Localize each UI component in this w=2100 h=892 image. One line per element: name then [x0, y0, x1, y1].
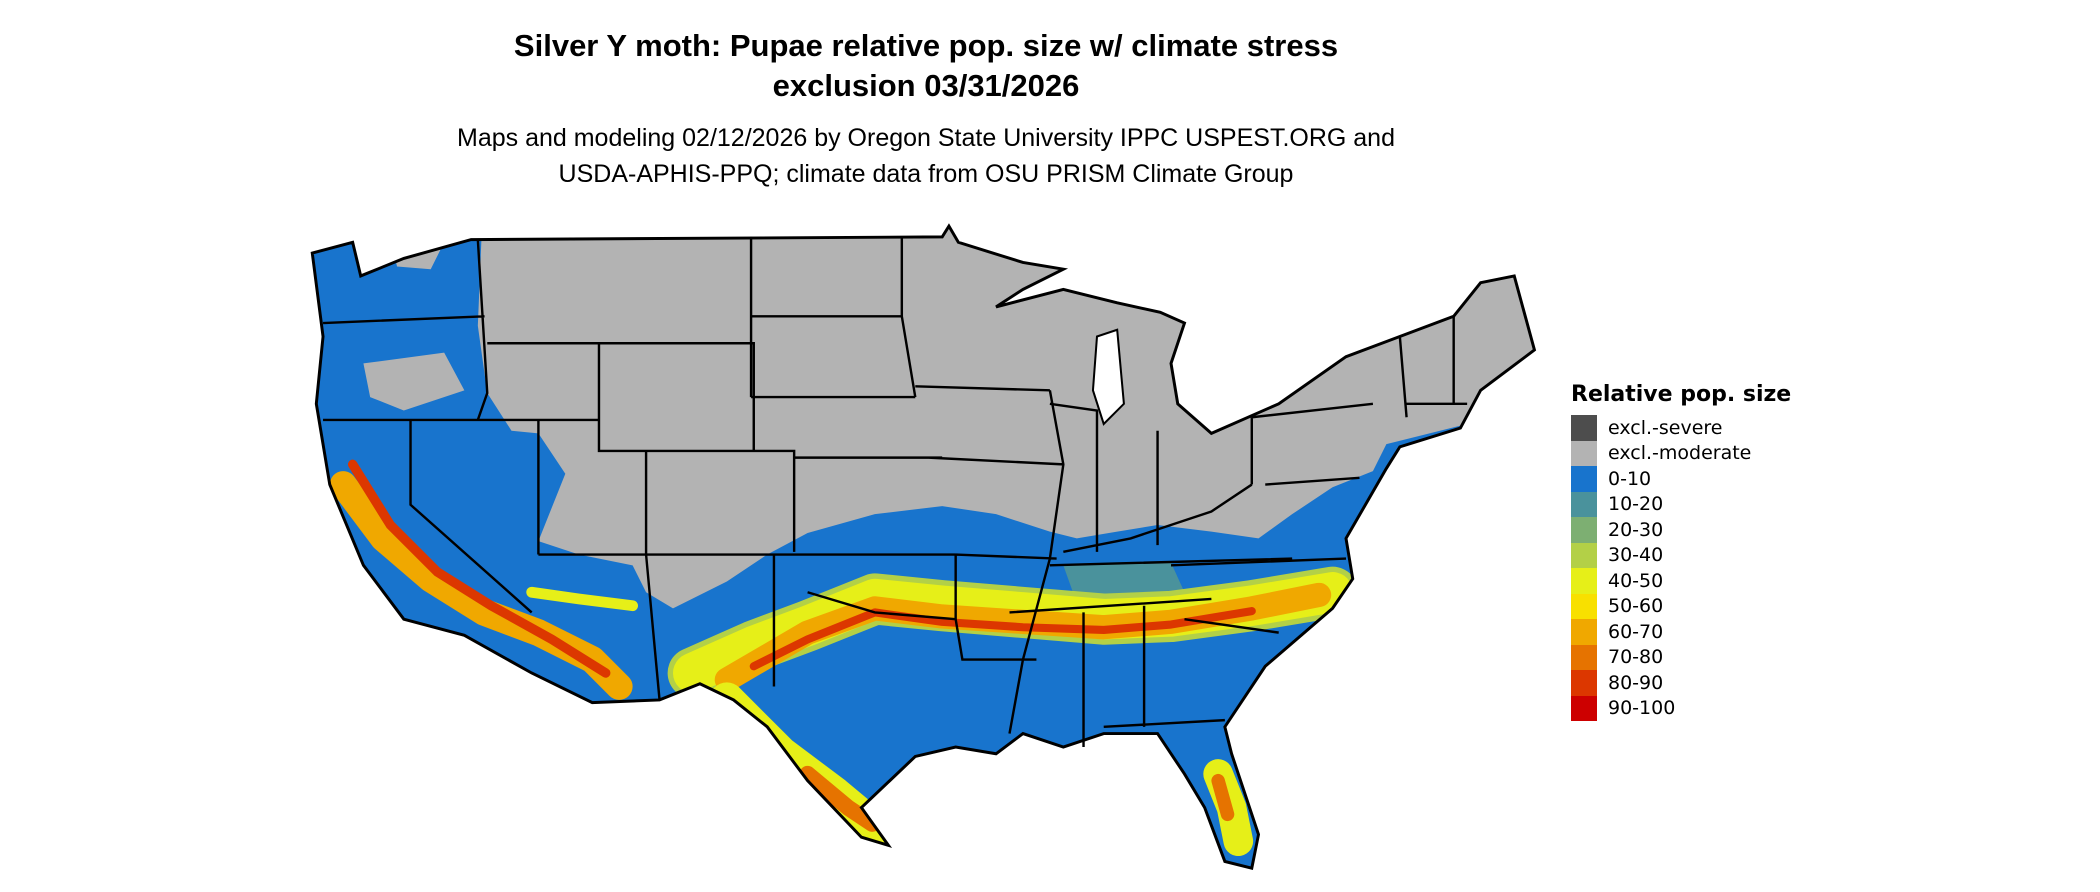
legend-item: 40-50: [1571, 568, 1791, 594]
legend-label: 90-100: [1608, 697, 1676, 720]
legend-label: excl.-severe: [1608, 416, 1723, 439]
legend-swatch: [1571, 491, 1597, 517]
legend-label: 40-50: [1608, 569, 1664, 592]
legend-swatch: [1571, 517, 1597, 543]
region-excl-moderate-west: [363, 239, 465, 411]
subtitle-line1: Maps and modeling 02/12/2026 by Oregon S…: [457, 124, 1395, 152]
map-title-line2: exclusion 03/31/2026: [772, 68, 1080, 103]
legend-swatch: [1571, 440, 1597, 466]
legend-item: 20-30: [1571, 517, 1791, 543]
subtitle-line2: USDA-APHIS-PPQ; climate data from OSU PR…: [558, 160, 1294, 188]
legend-item: excl.-moderate: [1571, 440, 1791, 466]
legend-label: 10-20: [1608, 493, 1664, 516]
legend-item: 90-100: [1571, 695, 1791, 721]
legend-label: 0-10: [1608, 467, 1652, 490]
legend-item: 70-80: [1571, 644, 1791, 670]
legend-swatch: [1571, 568, 1597, 594]
legend-swatch: [1571, 466, 1597, 492]
map-title-line1: Silver Y moth: Pupae relative pop. size …: [513, 28, 1339, 63]
legend: Relative pop. size excl.-severe excl.-mod…: [1571, 382, 1791, 721]
legend-swatch: [1571, 670, 1597, 696]
us-outline: [310, 223, 1537, 870]
legend-swatch: [1571, 695, 1597, 721]
state-borders: [322, 236, 1468, 748]
legend-swatch: [1571, 542, 1597, 568]
legend-item: 50-60: [1571, 593, 1791, 619]
legend-item: 80-90: [1571, 670, 1791, 696]
legend-item: 30-40: [1571, 542, 1791, 568]
legend-item: excl.-severe: [1571, 415, 1791, 441]
legend-label: 50-60: [1608, 595, 1664, 618]
legend-item: 10-20: [1571, 491, 1791, 517]
legend-label: 60-70: [1608, 620, 1664, 643]
legend-label: excl.-moderate: [1608, 442, 1752, 465]
legend-item: 60-70: [1571, 619, 1791, 645]
legend-label: 30-40: [1608, 544, 1664, 567]
legend-label: 80-90: [1608, 671, 1664, 694]
legend-swatch: [1571, 415, 1597, 441]
legend-swatch: [1571, 644, 1597, 670]
legend-swatch: [1571, 593, 1597, 619]
legend-label: 70-80: [1608, 646, 1664, 669]
legend-label: 20-30: [1608, 518, 1664, 541]
legend-items: excl.-severe excl.-moderate 0-10 10-20 20-30…: [1571, 415, 1791, 721]
legend-title: Relative pop. size: [1571, 382, 1792, 407]
legend-swatch: [1571, 619, 1597, 645]
legend-item: 0-10: [1571, 466, 1791, 492]
lake-michigan: [1091, 328, 1125, 426]
